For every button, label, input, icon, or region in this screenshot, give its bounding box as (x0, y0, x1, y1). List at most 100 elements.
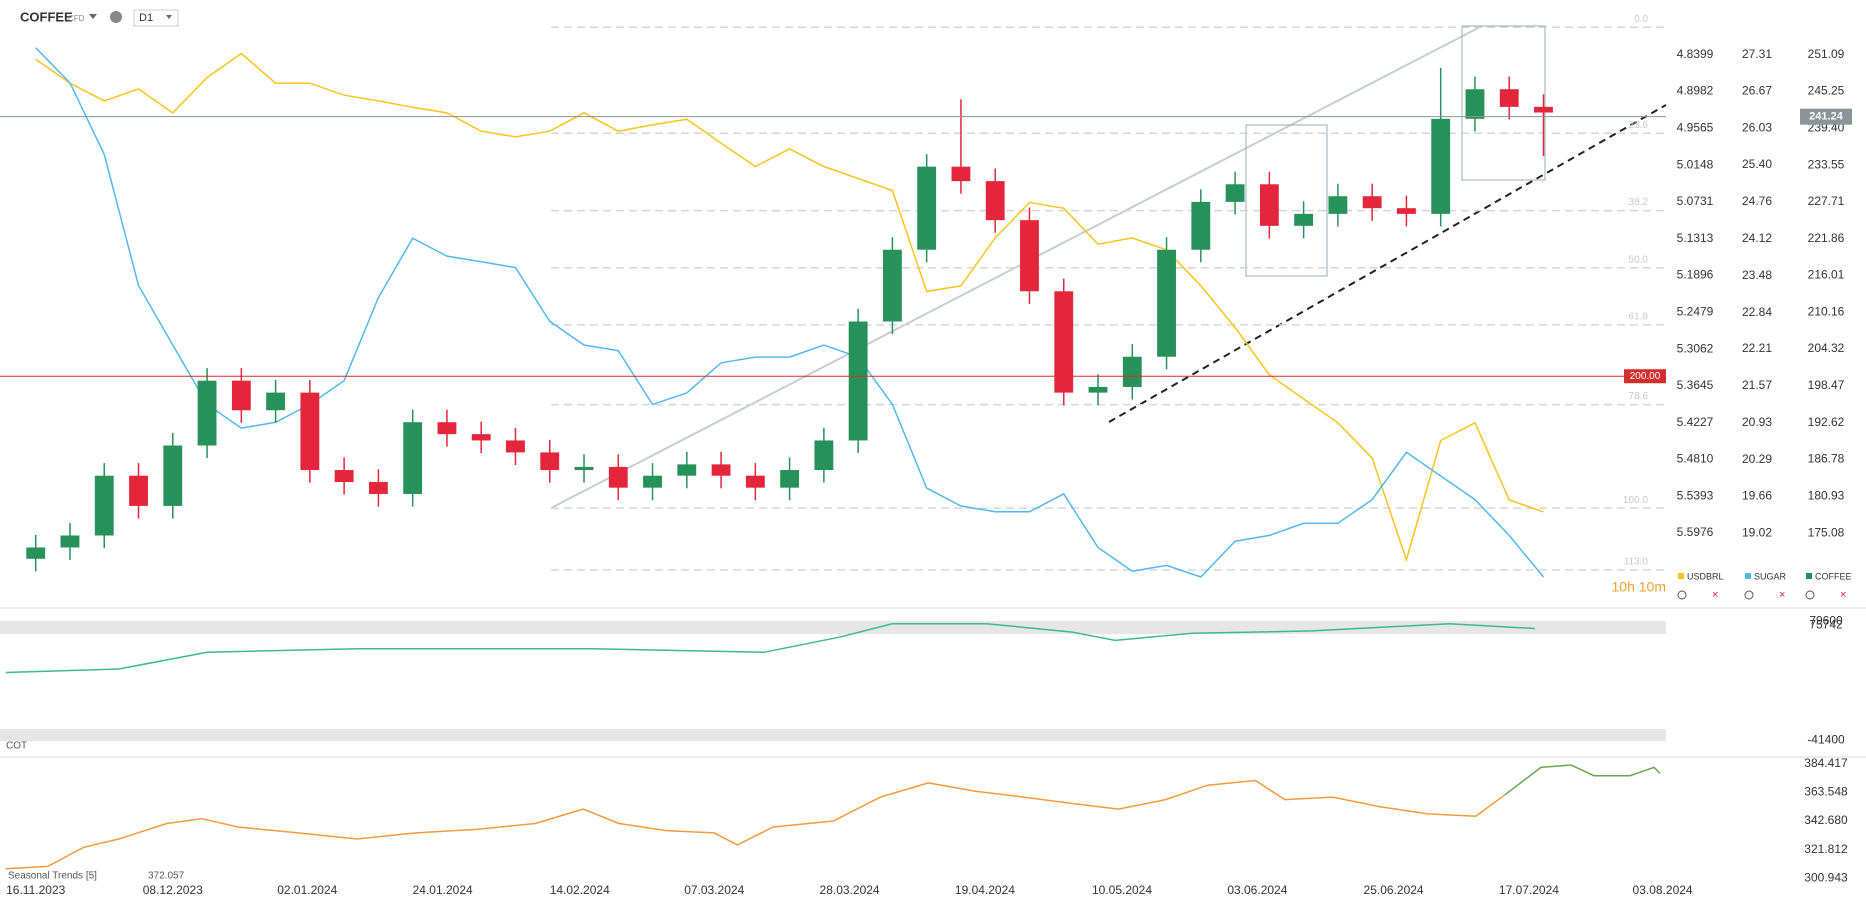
trend-line (1108, 104, 1667, 423)
x-tick-label: 25.06.2024 (1364, 883, 1424, 897)
band (0, 729, 1666, 741)
visibility-toggle[interactable] (1805, 590, 1815, 600)
candle-body (300, 392, 320, 471)
candle-body (1465, 89, 1485, 119)
candle-body (985, 181, 1005, 221)
x-tick-label: 16.11.2023 (6, 883, 65, 897)
y-tick-label: 363.548 (1804, 785, 1848, 799)
remove-series[interactable]: × (1712, 589, 1718, 601)
y-tick-label: 4.8399 (1677, 47, 1714, 61)
candle-body (60, 535, 80, 548)
x-tick-label: 10.05.2024 (1092, 883, 1152, 897)
instrument-type: CFD (68, 14, 85, 23)
candle-body (951, 166, 971, 182)
timeframe-arrow (166, 15, 172, 19)
x-tick-label: 28.03.2024 (820, 883, 880, 897)
candle-body (677, 464, 697, 476)
y-tick-label: 20.29 (1742, 452, 1772, 466)
indicator-line (1504, 764, 1661, 796)
legend-swatch (1678, 573, 1684, 579)
y-tick-label: 210.16 (1808, 304, 1845, 318)
timeframe-select[interactable] (133, 9, 179, 27)
candle-body (1259, 184, 1279, 226)
y-tick-label: 186.78 (1808, 452, 1845, 466)
x-tick-label: 19.04.2024 (955, 883, 1015, 897)
y-tick-label: 24.76 (1742, 194, 1772, 208)
candle-body (368, 481, 388, 494)
candle-body (1397, 208, 1416, 214)
y-tick-label: 5.3062 (1677, 341, 1714, 355)
candle-body (506, 440, 525, 453)
fib-label: 50.0 (1629, 254, 1649, 265)
y-tick-label: 5.2479 (1677, 304, 1714, 318)
y-tick-label: 251.09 (1808, 47, 1845, 61)
y-tick-label: 245.25 (1808, 84, 1845, 98)
candle-body (1534, 106, 1553, 113)
y-tick-label: 221.86 (1808, 231, 1845, 245)
candle-body (1088, 386, 1108, 393)
x-tick-label: 08.12.2023 (143, 883, 203, 897)
candle-body (1499, 89, 1519, 107)
candle-body (1020, 220, 1039, 292)
candle-body (163, 445, 183, 506)
symbol: COFFEE (20, 9, 73, 24)
remove-series[interactable]: × (1840, 589, 1846, 601)
y-tick-label: 79600 (1809, 614, 1843, 628)
indicator-line (5, 779, 1506, 870)
x-tick-label: 03.08.2024 (1633, 883, 1693, 897)
candle-body (745, 475, 765, 488)
y-tick-label: 21.57 (1742, 378, 1772, 392)
y-tick-label: 198.47 (1808, 378, 1845, 392)
y-tick-label: 5.5393 (1677, 488, 1714, 502)
y-tick-label: 5.1313 (1677, 231, 1714, 245)
y-tick-label: 175.08 (1808, 525, 1845, 539)
y-tick-label: 24.12 (1742, 231, 1772, 245)
last-price-box (1800, 108, 1852, 125)
y-tick-label: 25.40 (1742, 157, 1772, 171)
y-tick-label: 216.01 (1808, 268, 1845, 282)
visibility-toggle[interactable] (1677, 590, 1687, 600)
symbol-dropdown[interactable] (89, 14, 97, 19)
countdown: 10h 10m (1612, 579, 1666, 595)
legend-label: COFFEE (1815, 571, 1852, 581)
x-tick-label: 07.03.2024 (684, 883, 744, 897)
y-tick-label: 233.55 (1808, 157, 1845, 171)
candle-body (643, 475, 662, 488)
y-tick-label: 5.4810 (1677, 452, 1714, 466)
panel-title: COT (6, 741, 27, 752)
candle-body (266, 392, 286, 411)
candle-body (403, 422, 423, 494)
candle-body (1294, 213, 1314, 226)
candle-body (1328, 196, 1348, 214)
candle-body (1157, 249, 1176, 357)
candle-body (1225, 184, 1245, 202)
y-tick-label: 5.1896 (1677, 268, 1714, 282)
y-tick-label: 384.417 (1804, 756, 1848, 770)
y-tick-label: 321.812 (1804, 842, 1848, 856)
candle-body (608, 466, 628, 488)
x-tick-label: 24.01.2024 (413, 883, 473, 897)
y-tick-label: 23.48 (1742, 268, 1772, 282)
legend-swatch (1806, 573, 1812, 579)
candle-body (197, 380, 217, 446)
x-tick-label: 03.06.2024 (1227, 883, 1287, 897)
candle-body (94, 475, 114, 536)
y-tick-label: 227.71 (1808, 194, 1845, 208)
y-tick-label: 19.02 (1742, 525, 1772, 539)
candle-body (540, 452, 560, 471)
y-tick-label: 27.31 (1742, 47, 1772, 61)
candle-body (780, 470, 800, 488)
candle-body (231, 380, 251, 411)
info-icon[interactable] (110, 11, 122, 23)
visibility-toggle[interactable] (1744, 590, 1754, 600)
candle-body (814, 440, 834, 471)
candle-body (882, 249, 902, 322)
candle-body (917, 166, 937, 250)
panel-title: Seasonal Trends [5] (8, 871, 97, 882)
y-tick-label: 75742 (1809, 617, 1843, 631)
candle-body (711, 464, 731, 476)
candle-body (129, 475, 148, 506)
remove-series[interactable]: × (1779, 589, 1785, 601)
y-tick-label: 26.03 (1742, 121, 1772, 135)
